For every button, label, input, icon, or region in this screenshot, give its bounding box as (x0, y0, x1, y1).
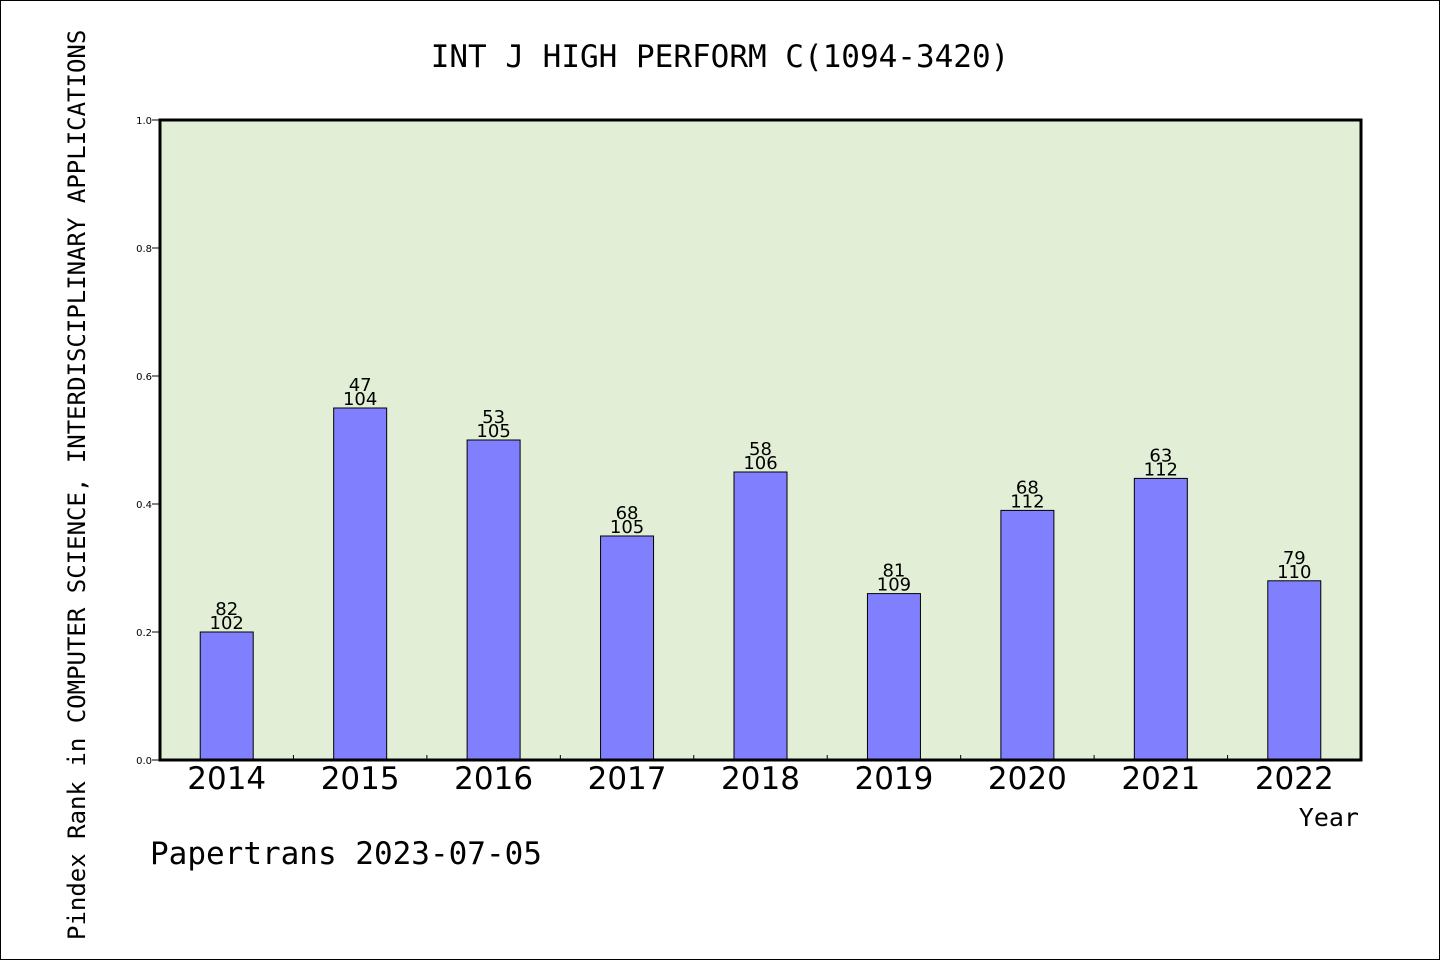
bar-rank-label: 68 (1016, 477, 1039, 498)
bar-rank-label: 53 (482, 407, 505, 428)
y-axis-ticks: 0.0 0.2 0.4 0.6 0.8 1.0 (136, 116, 160, 767)
bars (199, 407, 1322, 761)
bar-rank-label: 79 (1283, 548, 1306, 569)
y-tick-label: 0.8 (136, 244, 152, 255)
bar-labels: 8210247104531056810558106811096811263112… (210, 375, 1312, 634)
y-tick-label: 0.4 (136, 500, 152, 511)
bar-rank-label: 81 (882, 561, 905, 582)
bar-2014 (199, 631, 254, 761)
bar-2017 (600, 535, 655, 761)
bar-total-label: 109 (877, 575, 911, 596)
bar-total-label: 102 (210, 613, 244, 634)
x-tick-label: 2021 (1121, 761, 1200, 797)
y-tick-label: 0.6 (136, 372, 152, 383)
bar-total-label: 112 (1010, 491, 1044, 512)
bar-rank-label: 68 (616, 503, 639, 524)
chart-title: INT J HIGH PERFORM C(1094-3420) (431, 39, 1010, 75)
x-tick-label: 2017 (588, 761, 667, 797)
bar-rank-label: 58 (749, 439, 772, 460)
bar-2015 (333, 407, 388, 761)
plot-border (158, 118, 1363, 762)
x-tick-label: 2019 (854, 761, 933, 797)
bar-2019 (866, 593, 921, 761)
bar-2021 (1133, 477, 1188, 761)
bar-total-label: 105 (476, 421, 510, 442)
x-tick-label: 2022 (1255, 761, 1334, 797)
bar-2016 (466, 439, 521, 761)
bar-rank-label: 82 (215, 599, 238, 620)
y-tick-label: 0.0 (136, 756, 152, 767)
y-tick-label: 1.0 (136, 116, 152, 127)
footer-credit: Papertrans 2023-07-05 (150, 836, 542, 872)
bar-total-label: 105 (610, 517, 644, 538)
bar-total-label: 110 (1277, 562, 1311, 583)
x-tick-label: 2018 (721, 761, 800, 797)
x-axis-ticks: 2014 2015 2016 2017 2018 2019 2020 2021 2022 (187, 755, 1334, 797)
bar-total-label: 104 (343, 389, 377, 410)
x-tick-label: 2020 (988, 761, 1067, 797)
bar-2022 (1267, 580, 1322, 761)
x-axis-label: Year (1299, 803, 1359, 832)
bar-total-label: 112 (1144, 459, 1178, 480)
bar-rank-label: 47 (349, 375, 372, 396)
x-tick-label: 2016 (454, 761, 533, 797)
bar-2020 (1000, 509, 1055, 761)
bar-2018 (733, 471, 788, 761)
y-tick-label: 0.2 (136, 628, 152, 639)
bar-total-label: 106 (743, 453, 777, 474)
x-tick-label: 2015 (321, 761, 400, 797)
y-axis-label: Pindex Rank in COMPUTER SCIENCE, INTERDI… (63, 30, 91, 940)
x-tick-label: 2014 (187, 761, 266, 797)
bar-rank-label: 63 (1149, 445, 1172, 466)
